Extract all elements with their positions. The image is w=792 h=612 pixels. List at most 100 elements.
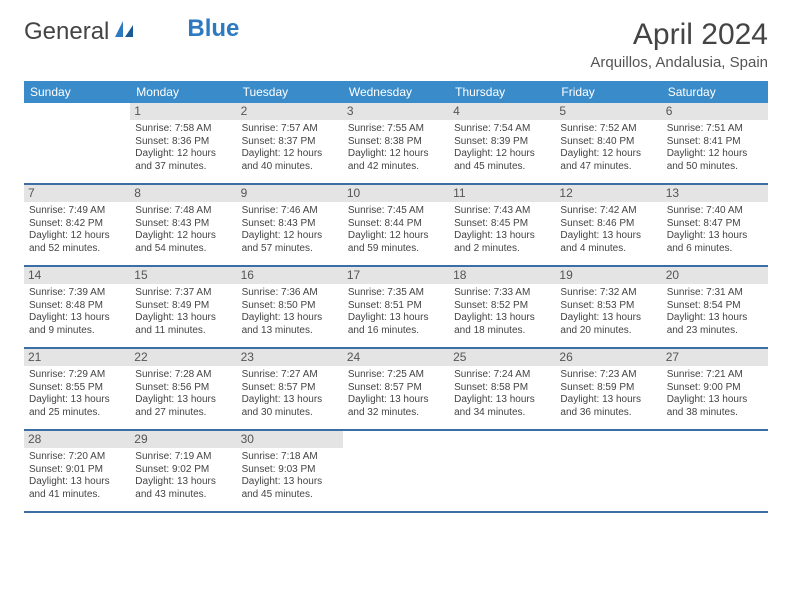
dow-cell: Friday bbox=[555, 81, 661, 103]
day-number: 7 bbox=[24, 185, 130, 202]
day-number: 12 bbox=[555, 185, 661, 202]
day-detail: Sunrise: 7:18 AM bbox=[242, 451, 338, 464]
day-number: 16 bbox=[237, 267, 343, 284]
day-detail: Daylight: 12 hours bbox=[135, 230, 231, 243]
day-cell: 20Sunrise: 7:31 AMSunset: 8:54 PMDayligh… bbox=[662, 267, 768, 347]
day-cell: 8Sunrise: 7:48 AMSunset: 8:43 PMDaylight… bbox=[130, 185, 236, 265]
week-row: 1Sunrise: 7:58 AMSunset: 8:36 PMDaylight… bbox=[24, 103, 768, 185]
day-detail: Daylight: 13 hours bbox=[560, 394, 656, 407]
day-detail: Daylight: 12 hours bbox=[348, 230, 444, 243]
week-row: 7Sunrise: 7:49 AMSunset: 8:42 PMDaylight… bbox=[24, 185, 768, 267]
day-number: 1 bbox=[130, 103, 236, 120]
day-detail: Sunrise: 7:55 AM bbox=[348, 123, 444, 136]
header: General Blue April 2024 Arquillos, Andal… bbox=[24, 18, 768, 71]
day-cell: 21Sunrise: 7:29 AMSunset: 8:55 PMDayligh… bbox=[24, 349, 130, 429]
day-detail: Daylight: 13 hours bbox=[667, 312, 763, 325]
day-number: 22 bbox=[130, 349, 236, 366]
day-detail: Sunset: 8:43 PM bbox=[242, 218, 338, 231]
day-cell: 12Sunrise: 7:42 AMSunset: 8:46 PMDayligh… bbox=[555, 185, 661, 265]
day-detail: and 34 minutes. bbox=[454, 407, 550, 420]
day-detail: Sunset: 8:36 PM bbox=[135, 136, 231, 149]
day-detail: and 23 minutes. bbox=[667, 325, 763, 338]
day-detail: Sunset: 8:57 PM bbox=[348, 382, 444, 395]
day-detail: Sunset: 8:44 PM bbox=[348, 218, 444, 231]
day-detail: Daylight: 12 hours bbox=[135, 148, 231, 161]
day-detail: Sunrise: 7:43 AM bbox=[454, 205, 550, 218]
day-detail: Sunrise: 7:54 AM bbox=[454, 123, 550, 136]
day-number: 3 bbox=[343, 103, 449, 120]
day-cell: 29Sunrise: 7:19 AMSunset: 9:02 PMDayligh… bbox=[130, 431, 236, 511]
day-detail: Daylight: 13 hours bbox=[135, 312, 231, 325]
day-detail: and 37 minutes. bbox=[135, 161, 231, 174]
day-cell bbox=[555, 431, 661, 511]
day-detail: and 54 minutes. bbox=[135, 243, 231, 256]
day-detail: Sunset: 8:39 PM bbox=[454, 136, 550, 149]
day-cell: 13Sunrise: 7:40 AMSunset: 8:47 PMDayligh… bbox=[662, 185, 768, 265]
weeks-container: 1Sunrise: 7:58 AMSunset: 8:36 PMDaylight… bbox=[24, 103, 768, 513]
day-detail: Sunrise: 7:24 AM bbox=[454, 369, 550, 382]
day-number: 26 bbox=[555, 349, 661, 366]
day-detail: Sunset: 8:38 PM bbox=[348, 136, 444, 149]
day-detail: and 27 minutes. bbox=[135, 407, 231, 420]
day-detail: Sunrise: 7:19 AM bbox=[135, 451, 231, 464]
day-detail: and 32 minutes. bbox=[348, 407, 444, 420]
day-detail: Daylight: 13 hours bbox=[242, 476, 338, 489]
day-detail: Sunset: 8:56 PM bbox=[135, 382, 231, 395]
day-number: 9 bbox=[237, 185, 343, 202]
day-number: 10 bbox=[343, 185, 449, 202]
day-detail: Sunrise: 7:36 AM bbox=[242, 287, 338, 300]
day-detail: Sunrise: 7:52 AM bbox=[560, 123, 656, 136]
day-detail: Sunset: 8:54 PM bbox=[667, 300, 763, 313]
day-number: 14 bbox=[24, 267, 130, 284]
day-detail: Sunrise: 7:37 AM bbox=[135, 287, 231, 300]
day-detail: and 6 minutes. bbox=[667, 243, 763, 256]
day-cell: 6Sunrise: 7:51 AMSunset: 8:41 PMDaylight… bbox=[662, 103, 768, 183]
day-cell: 4Sunrise: 7:54 AMSunset: 8:39 PMDaylight… bbox=[449, 103, 555, 183]
day-cell: 30Sunrise: 7:18 AMSunset: 9:03 PMDayligh… bbox=[237, 431, 343, 511]
day-detail: and 30 minutes. bbox=[242, 407, 338, 420]
day-detail: and 36 minutes. bbox=[560, 407, 656, 420]
day-detail: Daylight: 13 hours bbox=[454, 230, 550, 243]
day-detail: Sunrise: 7:31 AM bbox=[667, 287, 763, 300]
dow-cell: Thursday bbox=[449, 81, 555, 103]
page-title: April 2024 bbox=[590, 18, 768, 52]
dow-cell: Saturday bbox=[662, 81, 768, 103]
day-number: 23 bbox=[237, 349, 343, 366]
day-detail: Daylight: 13 hours bbox=[242, 394, 338, 407]
week-row: 14Sunrise: 7:39 AMSunset: 8:48 PMDayligh… bbox=[24, 267, 768, 349]
dow-cell: Tuesday bbox=[237, 81, 343, 103]
day-cell: 11Sunrise: 7:43 AMSunset: 8:45 PMDayligh… bbox=[449, 185, 555, 265]
day-detail: and 45 minutes. bbox=[242, 489, 338, 502]
day-cell: 5Sunrise: 7:52 AMSunset: 8:40 PMDaylight… bbox=[555, 103, 661, 183]
day-detail: Daylight: 13 hours bbox=[348, 394, 444, 407]
day-detail: Daylight: 13 hours bbox=[348, 312, 444, 325]
day-detail: Sunrise: 7:21 AM bbox=[667, 369, 763, 382]
day-cell: 17Sunrise: 7:35 AMSunset: 8:51 PMDayligh… bbox=[343, 267, 449, 347]
sail-icon bbox=[113, 18, 135, 46]
day-detail: Sunrise: 7:58 AM bbox=[135, 123, 231, 136]
day-cell: 2Sunrise: 7:57 AMSunset: 8:37 PMDaylight… bbox=[237, 103, 343, 183]
day-detail: Sunrise: 7:39 AM bbox=[29, 287, 125, 300]
day-detail: and 57 minutes. bbox=[242, 243, 338, 256]
week-row: 28Sunrise: 7:20 AMSunset: 9:01 PMDayligh… bbox=[24, 431, 768, 513]
day-number: 4 bbox=[449, 103, 555, 120]
day-detail: Sunset: 8:50 PM bbox=[242, 300, 338, 313]
day-detail: Daylight: 13 hours bbox=[560, 312, 656, 325]
day-detail: Daylight: 12 hours bbox=[242, 148, 338, 161]
day-cell bbox=[24, 103, 130, 183]
day-detail: and 20 minutes. bbox=[560, 325, 656, 338]
day-cell: 19Sunrise: 7:32 AMSunset: 8:53 PMDayligh… bbox=[555, 267, 661, 347]
day-detail: Sunset: 8:57 PM bbox=[242, 382, 338, 395]
day-detail: Daylight: 13 hours bbox=[454, 312, 550, 325]
day-detail: Sunrise: 7:28 AM bbox=[135, 369, 231, 382]
day-of-week-header: SundayMondayTuesdayWednesdayThursdayFrid… bbox=[24, 81, 768, 103]
day-detail: Sunset: 8:52 PM bbox=[454, 300, 550, 313]
day-cell: 16Sunrise: 7:36 AMSunset: 8:50 PMDayligh… bbox=[237, 267, 343, 347]
day-cell bbox=[662, 431, 768, 511]
day-detail: and 25 minutes. bbox=[29, 407, 125, 420]
day-cell: 22Sunrise: 7:28 AMSunset: 8:56 PMDayligh… bbox=[130, 349, 236, 429]
day-number: 24 bbox=[343, 349, 449, 366]
day-detail: and 13 minutes. bbox=[242, 325, 338, 338]
day-cell bbox=[449, 431, 555, 511]
day-detail: and 16 minutes. bbox=[348, 325, 444, 338]
